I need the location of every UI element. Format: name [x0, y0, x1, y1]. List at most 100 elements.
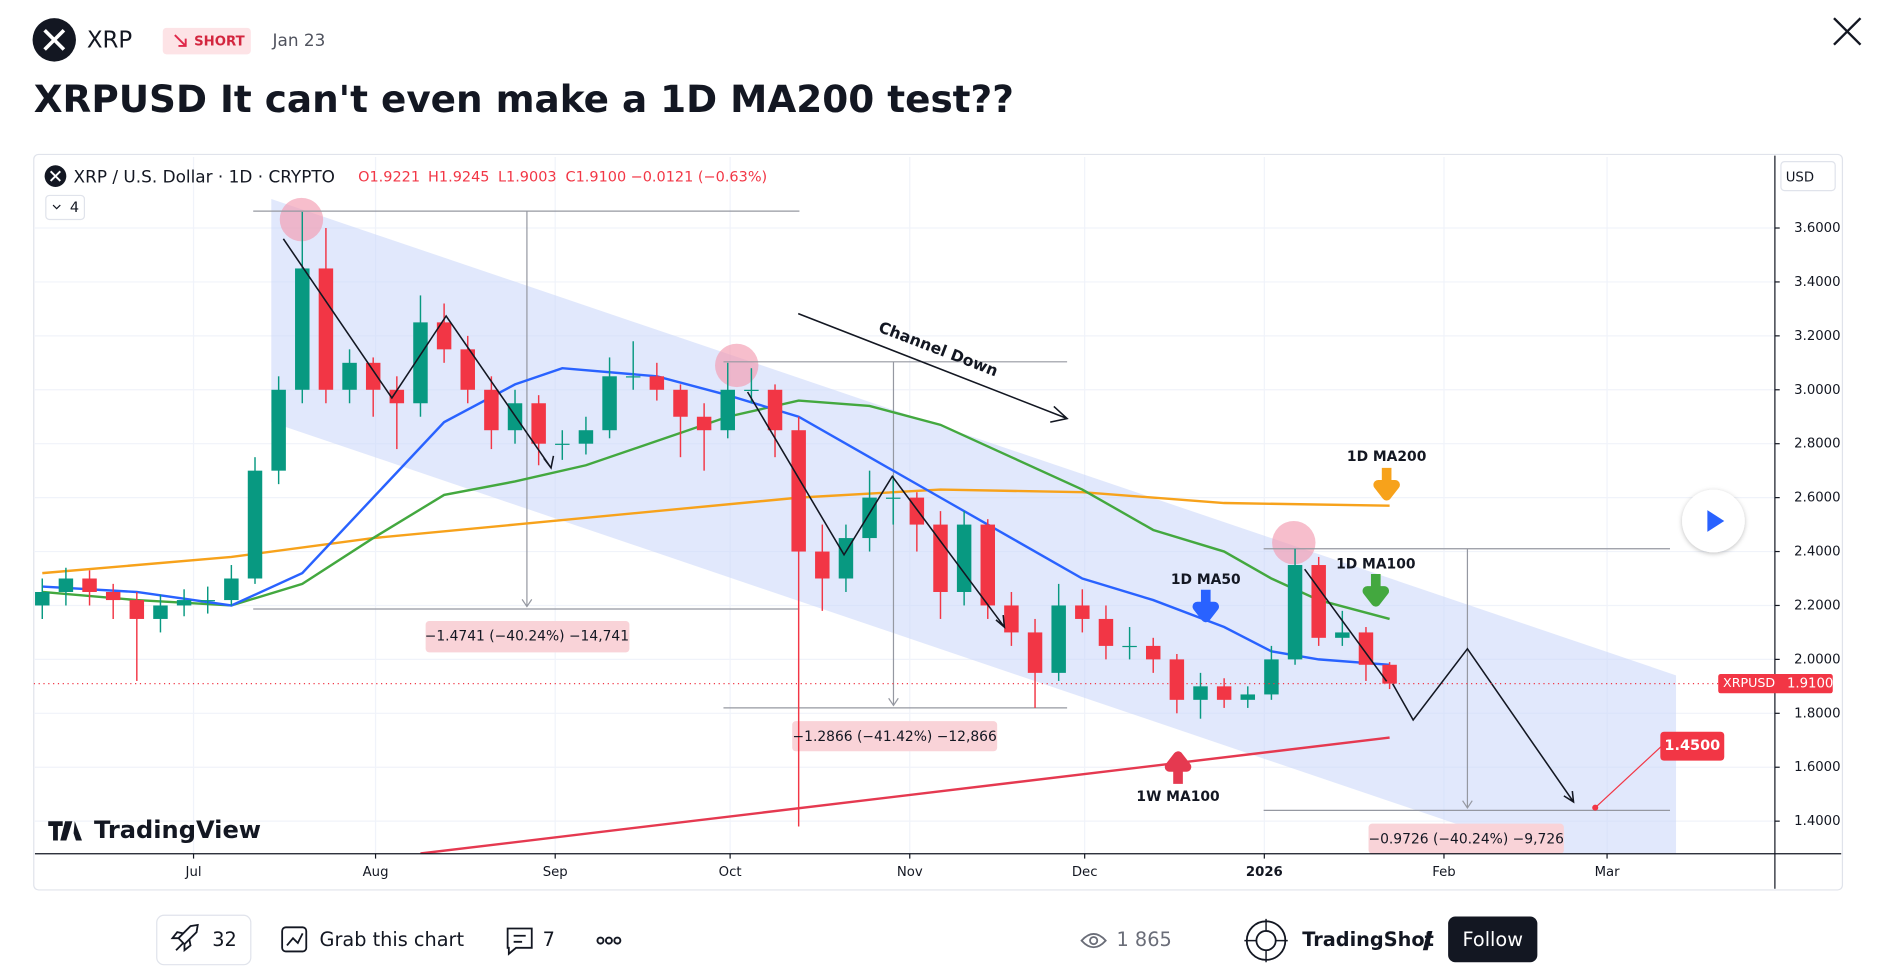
chevron [52, 204, 61, 210]
candle-body [1335, 632, 1350, 638]
candle-body [885, 497, 901, 499]
candle-body [625, 376, 641, 378]
candle-body [318, 268, 334, 390]
logo-mark [43, 28, 66, 51]
y-tick-label: 3.0000 [1794, 383, 1840, 398]
rocket-icon [170, 923, 199, 953]
y-tick-label: 2.8000 [1794, 437, 1840, 452]
avatar-inner [1255, 930, 1277, 952]
moving-average [42, 399, 1390, 621]
follow-button[interactable] [1448, 916, 1538, 963]
measure-label: −0.9726 (−40.24%) −9,726 [1368, 831, 1563, 847]
candle-body [1122, 645, 1137, 648]
measure-box [1368, 823, 1564, 854]
candle-body [649, 376, 665, 390]
candle-body [838, 538, 854, 579]
indicators-count: 4 [70, 200, 79, 216]
legend-value: C1.9100 [566, 169, 627, 185]
candle-body [555, 443, 570, 445]
follow-label: Follow [1463, 928, 1523, 951]
target-label: 1.4500 [1664, 738, 1720, 754]
symbol[interactable]: XRP [87, 28, 133, 54]
moving-average [420, 736, 1390, 854]
date: Jan 23 [272, 30, 326, 50]
candle-body [58, 578, 74, 592]
candle-body [673, 389, 688, 417]
ma-arrow [1192, 589, 1220, 623]
x-tick-label: Oct [719, 865, 742, 880]
y-tick-label: 3.2000 [1794, 329, 1840, 344]
moving-average [42, 366, 1390, 666]
grab-chart[interactable]: Grab this chart [320, 928, 465, 951]
grab-icon-line [286, 932, 304, 946]
y-tick-label: 3.4000 [1794, 275, 1840, 290]
candle-body [413, 322, 428, 404]
comment-count[interactable]: 7 [543, 928, 555, 951]
x-tick-label: Feb [1432, 865, 1455, 880]
watermark: TradingView [94, 816, 261, 844]
candle-body [295, 268, 310, 390]
idea-title: XRPUSD It can't even make a 1D MA200 tes… [34, 77, 1014, 121]
badge: SHORT [194, 35, 245, 50]
badge-bg [162, 27, 251, 55]
indicators-toggle[interactable] [45, 194, 86, 221]
legend-symbol: XRP / U.S. Dollar · 1D · CRYPTO [74, 166, 335, 186]
candle-body [744, 389, 759, 391]
currency-box[interactable] [1780, 161, 1836, 192]
y-tick-label: 1.4000 [1794, 814, 1840, 829]
candle-body [815, 551, 830, 579]
boost-count: 32 [212, 928, 237, 951]
currency: USD [1786, 170, 1814, 185]
play-icon [1707, 510, 1725, 532]
candle-body [696, 416, 712, 431]
candle-body [531, 403, 546, 444]
candle-body [271, 389, 286, 471]
top-marker [1272, 520, 1316, 565]
candle-body [460, 349, 475, 390]
candle-body [1051, 605, 1066, 673]
last-price: 1.9100 [1787, 677, 1833, 692]
candle-body [35, 591, 50, 606]
ma-arrow [1164, 751, 1192, 784]
candle-body [1075, 605, 1090, 619]
target-line [1594, 745, 1662, 809]
last-price-name: XRPUSD [1723, 675, 1775, 690]
y-tick-label: 2.4000 [1794, 545, 1840, 560]
grab-icon [281, 926, 308, 953]
candle-body [365, 362, 381, 390]
last-price-box [1718, 674, 1833, 694]
ma-label: 1W MA100 [1136, 789, 1219, 805]
candle-body [1216, 686, 1232, 700]
moving-average [42, 488, 1390, 575]
candle-body [105, 591, 121, 601]
candle-body [602, 376, 617, 431]
close-button[interactable] [1833, 17, 1862, 46]
candle-body [720, 389, 735, 431]
candle-body [176, 600, 192, 606]
y-tick-label: 3.6000 [1794, 221, 1840, 236]
more-button[interactable] [596, 936, 622, 945]
candle-body [1145, 645, 1161, 660]
y-tick-label: 2.2000 [1794, 598, 1840, 613]
x-tick-label: Sep [543, 865, 568, 880]
candle-body [1240, 694, 1256, 700]
ma-label: 1D MA200 [1347, 449, 1426, 465]
x-tick-label: Dec [1072, 865, 1098, 880]
legend-value: L1.9003 [498, 169, 557, 185]
x-tick-label: Jul [185, 865, 202, 880]
x-tick-label: Aug [363, 865, 389, 880]
candle-body [436, 322, 452, 350]
author[interactable]: TradingShot [1302, 928, 1434, 951]
candle-body [200, 600, 215, 602]
x-tick-label: Nov [897, 865, 923, 880]
candle-body [129, 600, 145, 619]
trend-lines [282, 238, 1575, 804]
y-tick-label: 2.0000 [1794, 652, 1840, 667]
measure-label: −1.4741 (−40.24%) −14,741 [425, 629, 629, 645]
boost-button[interactable] [156, 914, 252, 966]
candle-body [1169, 659, 1185, 700]
top-marker [279, 197, 324, 242]
target-box [1660, 731, 1725, 761]
